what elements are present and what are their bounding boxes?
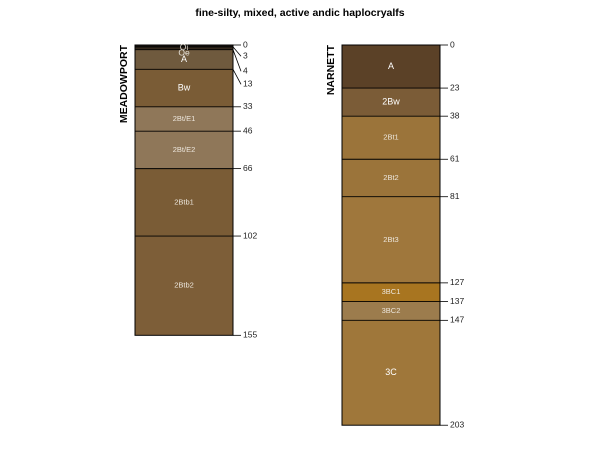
depth-label: 147 (450, 315, 464, 325)
horizon-label: 3BC2 (382, 306, 401, 315)
profile-outline (341, 44, 441, 426)
horizon-label: A (181, 54, 187, 64)
horizon-rect (135, 45, 233, 47)
horizon-rect (342, 301, 440, 321)
horizon-rect (135, 49, 233, 70)
horizon-label: 2Bw (382, 97, 400, 107)
horizon-rect (135, 46, 233, 50)
depth-label: 3 (243, 50, 248, 60)
profile-outline (134, 44, 234, 336)
horizon-rect (135, 131, 233, 169)
horizon-label: 3BC1 (382, 287, 401, 296)
depth-label: 137 (450, 296, 464, 306)
depth-label: 46 (243, 125, 253, 135)
horizon-label: Oe (178, 48, 190, 58)
horizon-label: 2Bt3 (383, 235, 398, 244)
horizon-label: 2Btb1 (174, 197, 194, 206)
horizon-label: 3C (385, 367, 397, 377)
horizon-rect (342, 45, 440, 89)
horizon-label: 2Bt1 (383, 133, 398, 142)
profile-narnett: A 2Bw 2Bt1 2Bt2 2Bt3 3BC1 3BC2 3C 0 23 38 61 81 127 13… (325, 39, 464, 429)
horizon-label: 2Bt2 (383, 173, 398, 182)
depth-label: 33 (243, 101, 253, 111)
horizon-rect (342, 282, 440, 302)
horizon-label: A (388, 61, 394, 71)
depth-tick (232, 46, 242, 57)
depth-label: 155 (243, 330, 257, 340)
horizon-rect (135, 106, 233, 132)
horizon-rect (342, 116, 440, 160)
depth-label: 102 (243, 230, 257, 240)
horizon-rect (135, 168, 233, 237)
horizon-label: 2Btb2 (174, 281, 194, 290)
depth-tick (232, 69, 242, 85)
horizon-label: 2Bt/E1 (173, 114, 196, 123)
depth-label: 0 (450, 39, 455, 49)
depth-label: 23 (450, 82, 460, 92)
horizon-rect (342, 88, 440, 117)
horizon-rect (342, 196, 440, 283)
horizon-rect (342, 320, 440, 426)
profiles-layer: OiOeABw2Bt/E12Bt/E22Btb12Btb203413334666… (118, 39, 464, 429)
profile-name: NARNETT (325, 44, 337, 95)
depth-label: 203 (450, 419, 464, 429)
depth-label: 13 (243, 79, 253, 89)
depth-label: 38 (450, 110, 460, 120)
depth-tick (232, 49, 242, 72)
horizon-label: Bw (178, 82, 191, 92)
diagram-title: fine-silty, mixed, active andic haplocry… (195, 7, 404, 19)
horizon-rect (135, 69, 233, 107)
depth-label: 81 (450, 191, 460, 201)
depth-label: 127 (450, 277, 464, 287)
horizon-rect (135, 236, 233, 336)
depth-label: 0 (243, 39, 248, 49)
horizon-label: Oi (180, 42, 189, 52)
depth-label: 61 (450, 154, 460, 164)
horizon-label: 2Bt/E2 (173, 145, 196, 154)
profile-name: MEADOWPORT (118, 44, 130, 123)
horizon-rect (342, 159, 440, 197)
depth-label: 66 (243, 163, 253, 173)
depth-label: 4 (243, 65, 248, 75)
